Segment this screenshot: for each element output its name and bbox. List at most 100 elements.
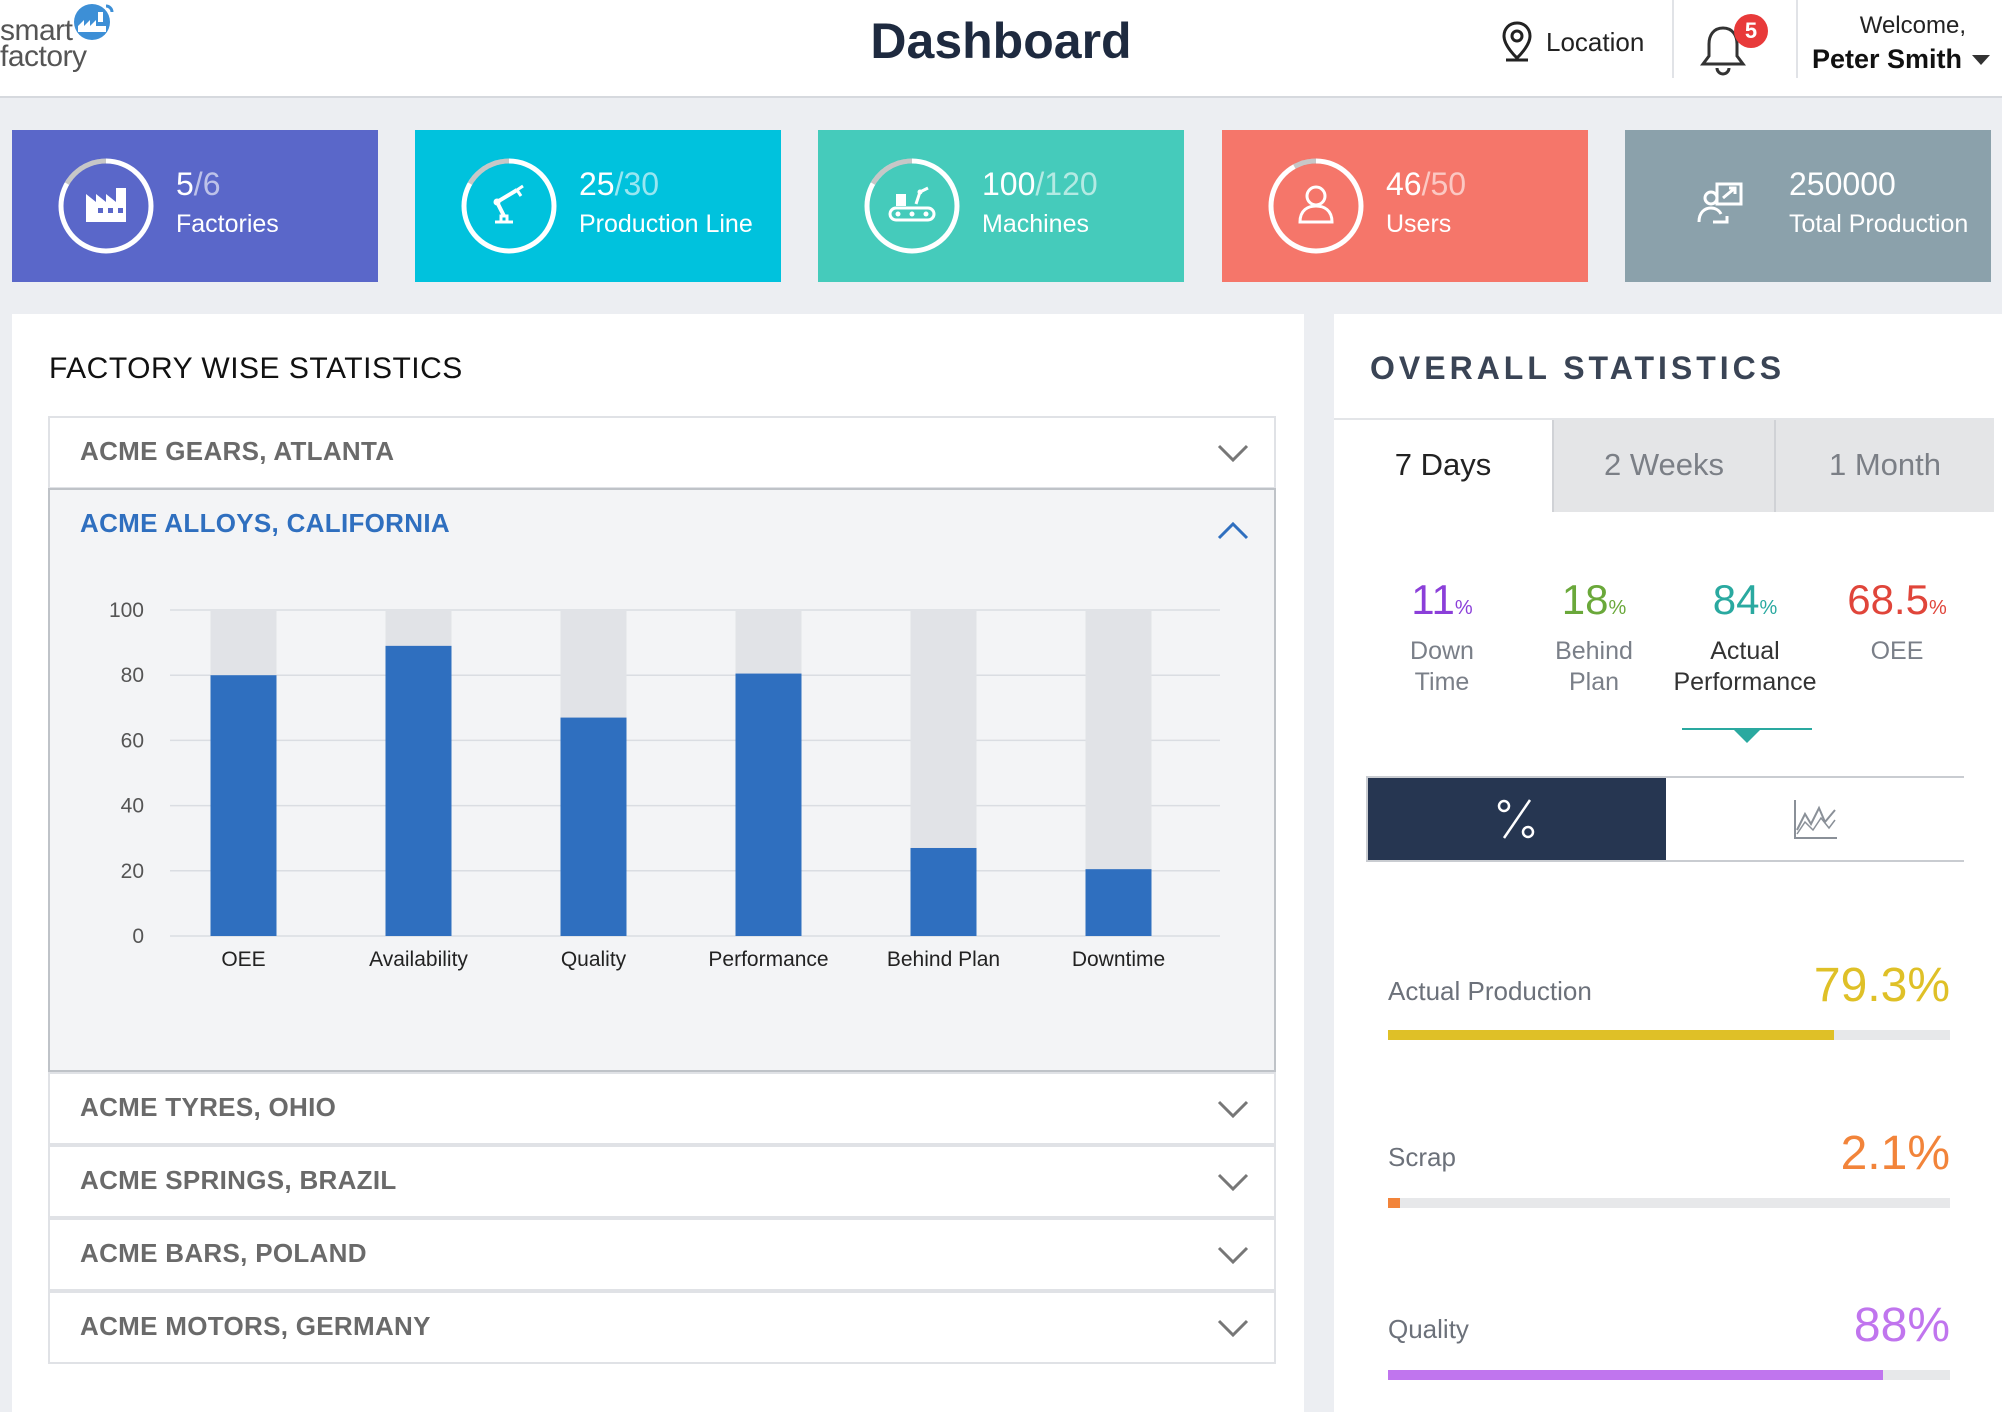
metric-label: OEE: [1870, 637, 1924, 665]
card-count: 100/120: [982, 166, 1098, 203]
accordion-item[interactable]: ACME BARS, POLAND: [48, 1218, 1276, 1291]
progress-fill: [1388, 1370, 1883, 1380]
stat-card-factories[interactable]: 5/6 Factories: [12, 130, 378, 282]
notifications-button[interactable]: 5: [1698, 14, 1774, 78]
chevron-down-icon: [1217, 1173, 1249, 1192]
y-tick-label: 20: [121, 860, 144, 883]
card-count: 25/30: [579, 166, 659, 203]
metric-actual-performance[interactable]: 84% Actual Performance: [1670, 576, 1820, 698]
percent-icon: [1497, 799, 1535, 839]
bar: [1085, 869, 1152, 936]
factory-bar-chart: 100 80 60 40 20 0 OEE Availability Quality Perfor…: [109, 599, 1220, 971]
chart-view-button[interactable]: [1666, 778, 1964, 860]
metric-oee[interactable]: 68.5% OEE: [1822, 576, 1972, 667]
logo-text-factory: factory: [0, 40, 87, 73]
tab-2-weeks[interactable]: 2 Weeks: [1552, 420, 1774, 512]
metric-value: 18%: [1561, 576, 1627, 623]
bell-icon: [1700, 26, 1746, 76]
metric-label: Actual Performance: [1673, 637, 1817, 696]
x-tick-label: Performance: [708, 948, 828, 971]
progress-fill: [1388, 1198, 1400, 1208]
logo[interactable]: smart factory: [0, 0, 130, 80]
card-label: Machines: [982, 210, 1089, 238]
chevron-down-icon: [1217, 444, 1249, 463]
progress-track: [1388, 1030, 1950, 1040]
location-pin-icon: [1502, 21, 1532, 62]
percent-view-button[interactable]: [1368, 778, 1666, 860]
progress-value: 2.1%: [1840, 1127, 1950, 1180]
factory-name: ACME BARS, POLAND: [80, 1238, 367, 1268]
progress-label: Scrap: [1388, 1142, 1456, 1172]
card-label: Factories: [176, 210, 279, 238]
header: smart factory Dashboard Location 5 Welco…: [0, 0, 2002, 98]
factory-name[interactable]: ACME ALLOYS, CALIFORNIA: [80, 508, 450, 538]
bar: [210, 675, 277, 936]
progress-scrap: Scrap 2.1%: [1388, 1122, 1950, 1232]
view-toggle: [1366, 776, 1964, 862]
bar: [560, 717, 627, 936]
y-tick-label: 60: [121, 729, 144, 752]
logo-globe-icon: [74, 4, 114, 40]
tab-1-month[interactable]: 1 Month: [1774, 420, 1994, 512]
production-icon: [1697, 182, 1743, 224]
accordion-item[interactable]: ACME SPRINGS, BRAZIL: [48, 1145, 1276, 1218]
y-tick-label: 80: [121, 664, 144, 687]
stat-card-total-production[interactable]: 250000 Total Production: [1625, 130, 1991, 282]
card-label: Total Production: [1789, 210, 1969, 238]
chevron-down-icon: [1217, 1319, 1249, 1338]
card-total: /6: [193, 166, 221, 202]
card-count: 46/50: [1386, 166, 1466, 203]
card-current: 5: [176, 166, 194, 202]
robot-arm-icon: [461, 158, 557, 254]
header-divider: [1796, 0, 1798, 78]
factory-stats-title: FACTORY WISE STATISTICS: [49, 352, 463, 385]
logo-text-smart: smart: [0, 14, 73, 47]
factory-name: ACME SPRINGS, BRAZIL: [80, 1165, 397, 1195]
card-current: 46: [1386, 166, 1422, 202]
tab-7-days[interactable]: 7 Days: [1334, 420, 1552, 512]
user-icon: [1268, 158, 1364, 254]
card-total: /30: [614, 166, 660, 202]
accordion-item[interactable]: ACME GEARS, ATLANTA: [48, 416, 1276, 489]
progress-actual-production: Actual Production 79.3%: [1388, 950, 1950, 1060]
metric-value: 84%: [1712, 576, 1778, 623]
active-metric-indicator: [1682, 728, 1812, 730]
metric-behind-plan[interactable]: 18% Behind Plan: [1519, 576, 1669, 698]
location-button[interactable]: Location: [1500, 16, 1644, 68]
period-tabs: 7 Days 2 Weeks 1 Month: [1334, 418, 1994, 512]
card-label: Production Line: [579, 210, 753, 238]
chevron-up-icon[interactable]: [1216, 514, 1250, 548]
accordion-item[interactable]: ACME MOTORS, GERMANY: [48, 1291, 1276, 1364]
metric-label: Behind Plan: [1555, 637, 1633, 696]
chevron-down-icon: [1217, 1100, 1249, 1119]
card-current: 250000: [1789, 166, 1896, 202]
progress-label: Quality: [1388, 1314, 1469, 1344]
x-tick-label: Downtime: [1072, 948, 1165, 971]
progress-track: [1388, 1198, 1950, 1208]
stat-card-machines[interactable]: 100/120 Machines: [818, 130, 1184, 282]
metric-label: Down Time: [1410, 637, 1474, 696]
chevron-down-icon: [1217, 1246, 1249, 1265]
overall-stats-title: OVERALL STATISTICS: [1370, 350, 1786, 386]
factory-name: ACME TYRES, OHIO: [80, 1092, 337, 1122]
factory-name: ACME MOTORS, GERMANY: [80, 1311, 431, 1341]
x-tick-label: Behind Plan: [887, 948, 1000, 971]
card-count: 5/6: [176, 166, 220, 203]
metric-down-time[interactable]: 11% Down Time: [1367, 576, 1517, 698]
bar: [910, 847, 977, 936]
metric-value: 68.5%: [1847, 576, 1947, 623]
factory-icon: [58, 158, 154, 254]
notification-badge: 5: [1734, 14, 1768, 48]
card-label: Users: [1386, 210, 1452, 238]
bar: [735, 673, 802, 936]
welcome-label: Welcome,: [1859, 12, 1966, 39]
card-total: /50: [1421, 166, 1467, 202]
card-current: 100: [982, 166, 1036, 202]
progress-quality: Quality 88%: [1388, 1294, 1950, 1404]
factory-name: ACME GEARS, ATLANTA: [80, 436, 395, 466]
stat-card-users[interactable]: 46/50 Users: [1222, 130, 1588, 282]
user-menu[interactable]: Welcome, Peter Smith: [1790, 12, 1990, 75]
x-tick-label: Quality: [561, 948, 627, 971]
stat-card-production-line[interactable]: 25/30 Production Line: [415, 130, 781, 282]
accordion-item[interactable]: ACME TYRES, OHIO: [48, 1072, 1276, 1145]
